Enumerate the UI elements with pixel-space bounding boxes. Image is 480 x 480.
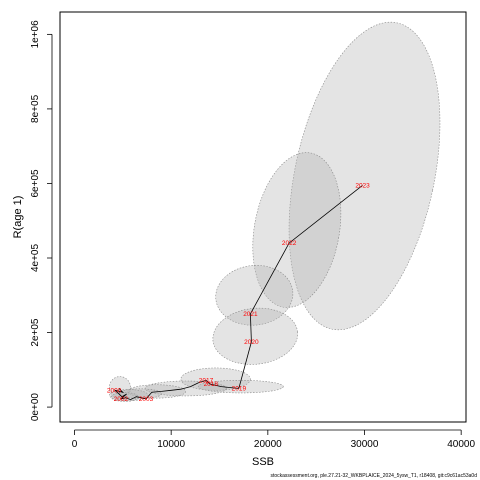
point-label: 2020	[244, 339, 259, 346]
point-label: 2002	[114, 396, 129, 403]
confidence-ellipse	[197, 379, 284, 394]
x-tick-label: 40000	[447, 439, 475, 450]
point-label: 2021	[243, 311, 258, 318]
y-axis: 0e+00 2e+05 4e+05 6e+05 8e+05 1e+06	[30, 20, 53, 422]
y-tick-label: 6e+05	[30, 169, 41, 198]
point-label: 2017	[199, 377, 214, 384]
confidence-ellipse	[212, 307, 298, 365]
x-axis: 0 10000 20000 30000 40000	[72, 429, 476, 450]
confidence-ellipse	[109, 376, 131, 400]
x-axis-title: SSB	[252, 456, 274, 468]
confidence-ellipse	[118, 388, 162, 399]
point-label: 2023	[355, 182, 370, 189]
y-tick-label: 2e+05	[30, 318, 41, 347]
y-axis-title: R(age 1)	[12, 196, 24, 239]
x-tick-label: 0	[72, 439, 78, 450]
point-label: 2022	[282, 240, 297, 247]
confidence-ellipse	[215, 265, 294, 326]
footer-text: stockassessment.org, ple.27.21-32_WKBPLA…	[270, 473, 477, 479]
confidence-ellipse	[144, 380, 227, 397]
y-tick-label: 4e+05	[30, 244, 41, 273]
point-label: 2019	[232, 385, 247, 392]
plot-frame	[59, 11, 467, 423]
x-tick-label: 10000	[157, 439, 185, 450]
x-tick-label: 20000	[254, 439, 282, 450]
y-tick-label: 1e+06	[30, 20, 41, 49]
x-tick-label: 30000	[351, 439, 379, 450]
confidence-ellipse	[288, 21, 441, 331]
series-path	[113, 184, 363, 401]
series-line	[113, 184, 363, 401]
y-tick-label: 0e+00	[30, 393, 41, 422]
point-label: 2018	[204, 381, 219, 388]
point-label: 2003	[139, 396, 154, 403]
confidence-ellipse	[180, 367, 251, 391]
point-label: 2000	[107, 387, 122, 394]
y-tick-label: 8e+05	[30, 94, 41, 123]
confidence-ellipses	[108, 21, 441, 402]
